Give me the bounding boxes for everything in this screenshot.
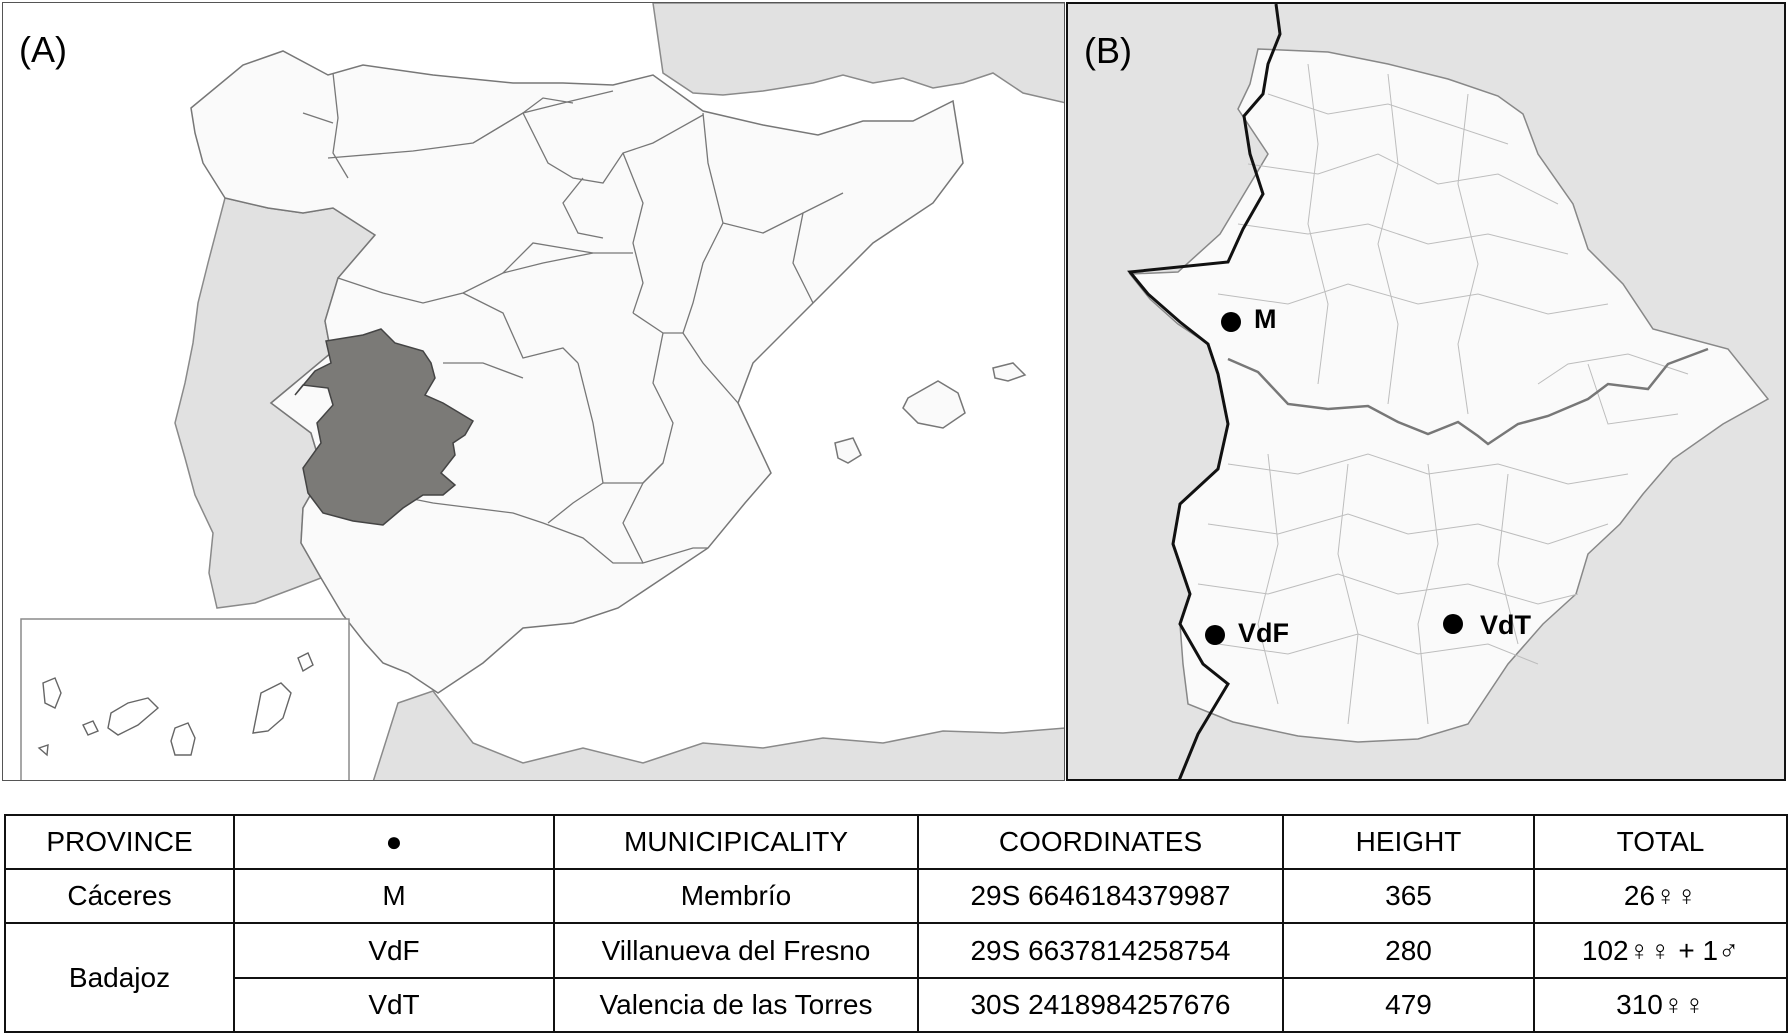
table-row: Cáceres M Membrío 29S 6646184379987 365 …: [4, 868, 1788, 924]
map-panel-extremadura: (B) M VdF VdT: [1066, 2, 1786, 781]
header-coordinates: COORDINATES: [917, 814, 1284, 870]
site-marker-vdf: [1205, 625, 1225, 645]
cell-height: 280: [1282, 922, 1535, 979]
header-height: HEIGHT: [1282, 814, 1535, 870]
canary-islands: [37, 652, 314, 757]
cell-total: 26♀♀: [1533, 868, 1788, 924]
table-header-row: PROVINCE ● MUNICIPICALITY COORDINATES HE…: [4, 814, 1788, 870]
extremadura-region: [1128, 48, 1770, 743]
cell-total: 102♀♀ + 1♂: [1533, 922, 1788, 979]
sampling-sites-table: PROVINCE ● MUNICIPICALITY COORDINATES HE…: [4, 814, 1788, 1033]
panel-b-label: (B): [1084, 30, 1132, 71]
site-label-m: M: [1254, 304, 1277, 334]
header-province: PROVINCE: [4, 814, 235, 870]
region-borders: [302, 72, 844, 564]
cell-height: 365: [1282, 868, 1535, 924]
canary-inset-frame: [20, 618, 350, 780]
cell-coordinates: 29S 6646184379987: [917, 868, 1284, 924]
province-boundary: [1227, 347, 1709, 446]
cell-coordinates: 30S 2418984257676: [917, 977, 1284, 1033]
cell-code: M: [233, 868, 555, 924]
cell-total: 310♀♀: [1533, 977, 1788, 1033]
cell-coordinates: 29S 6637814258754: [917, 922, 1284, 979]
extremadura-highlight: [294, 328, 475, 526]
header-total: TOTAL: [1533, 814, 1788, 870]
panel-a-label: (A): [19, 29, 67, 70]
municipal-borders: [1197, 63, 1689, 725]
table-row: VdT Valencia de las Torres 30S 241898425…: [5, 977, 1788, 1033]
header-municipality: MUNICIPICALITY: [553, 814, 919, 870]
site-label-vdt: VdT: [1480, 610, 1531, 640]
cell-code: VdT: [233, 977, 555, 1033]
extremadura-map: [1068, 4, 1784, 779]
africa-land: [372, 690, 1064, 780]
cell-municipality: Valencia de las Torres: [553, 977, 919, 1033]
header-marker: ●: [233, 814, 555, 870]
table-row: Badajoz VdF Villanueva del Fresno 29S 66…: [4, 922, 1788, 1033]
cell-municipality: Membrío: [553, 868, 919, 924]
map-panel-iberia: (A): [2, 2, 1065, 781]
balearic-ibiza: [834, 437, 862, 464]
site-marker-m: [1221, 312, 1241, 332]
france-land: [652, 3, 1064, 104]
balearic-mallorca: [902, 380, 966, 429]
cell-municipality: Villanueva del Fresno: [553, 922, 919, 979]
cell-height: 479: [1282, 977, 1535, 1033]
cell-province: Cáceres: [4, 868, 235, 924]
spain-region: [190, 50, 964, 694]
cell-code: VdF: [233, 922, 555, 979]
site-marker-vdt: [1443, 614, 1463, 634]
iberia-map: [20, 3, 1064, 780]
national-border: [1127, 4, 1282, 779]
cell-province: Badajoz: [4, 922, 235, 1033]
site-label-vdf: VdF: [1238, 618, 1289, 648]
balearic-menorca: [992, 362, 1027, 382]
